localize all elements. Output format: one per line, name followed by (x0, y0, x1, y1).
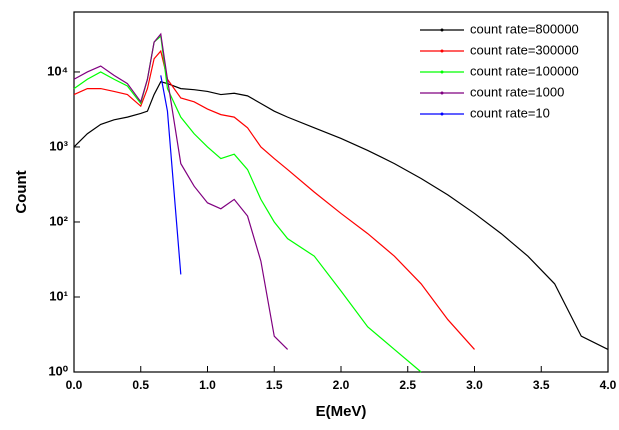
legend-label: count rate=100000 (470, 63, 579, 78)
series-line (73, 81, 609, 350)
y-axis-title: Count (13, 170, 30, 213)
x-tick-label: 0.0 (66, 378, 83, 392)
legend-label: count rate=10 (470, 105, 550, 120)
series-line (73, 49, 475, 350)
legend-marker (440, 70, 444, 74)
x-tick-label: 1.5 (266, 378, 283, 392)
x-axis-title: E(MeV) (316, 403, 367, 420)
series-line (73, 32, 289, 350)
x-tick-label: 3.0 (466, 378, 483, 392)
legend-marker (440, 91, 444, 95)
y-tick-label: 10⁰ (48, 363, 68, 378)
legend-label: count rate=300000 (470, 42, 579, 57)
series-line (160, 75, 182, 275)
legend-marker (440, 112, 444, 116)
x-tick-label: 2.5 (399, 378, 416, 392)
x-tick-label: 4.0 (600, 378, 617, 392)
x-tick-label: 2.0 (333, 378, 350, 392)
series-line (73, 34, 422, 373)
y-tick-label: 10² (49, 213, 68, 228)
y-tick-label: 10¹ (49, 288, 68, 303)
y-tick-label: 10³ (49, 138, 68, 153)
x-tick-label: 0.5 (132, 378, 149, 392)
x-tick-label: 1.0 (199, 378, 216, 392)
legend-marker (440, 49, 444, 53)
legend-label: count rate=800000 (470, 21, 579, 36)
x-tick-label: 3.5 (533, 378, 550, 392)
y-tick-label: 10⁴ (47, 63, 68, 78)
legend-label: count rate=1000 (470, 84, 564, 99)
legend-marker (440, 28, 444, 32)
